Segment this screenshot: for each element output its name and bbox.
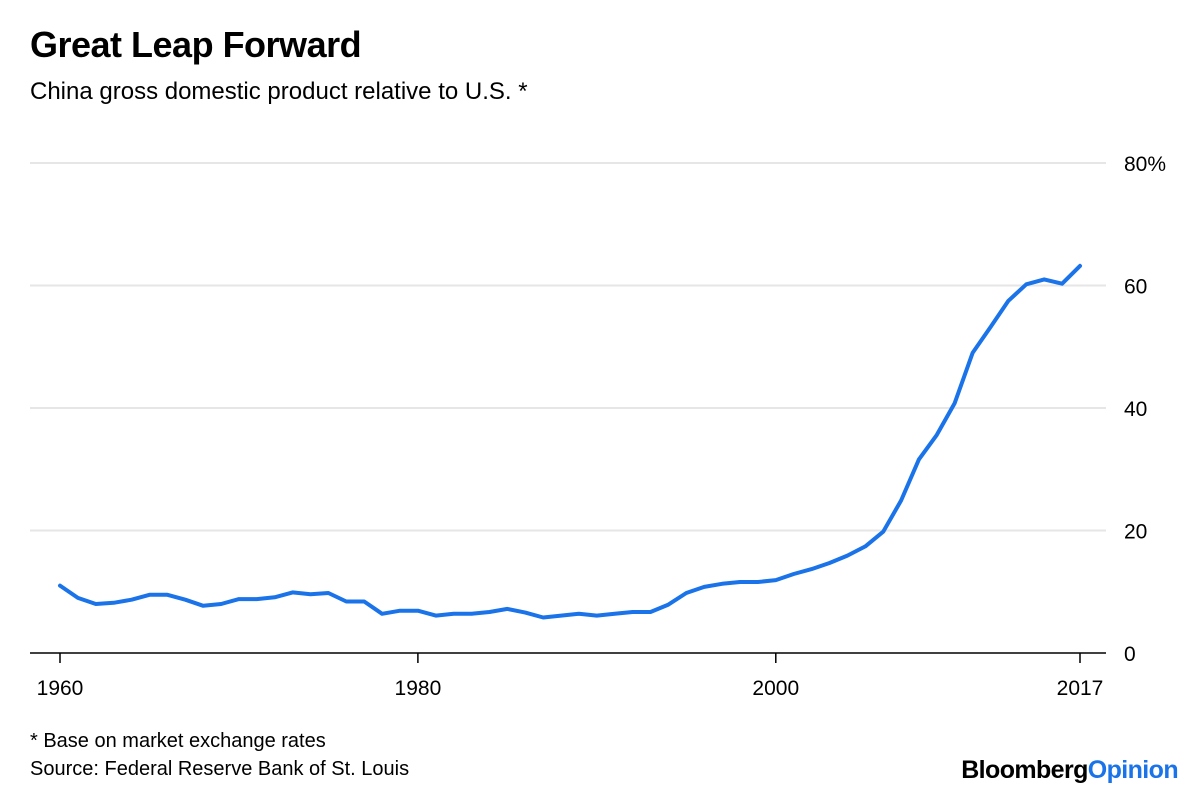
y-tick-label-60: 60 — [1124, 276, 1147, 299]
source-note: Source: Federal Reserve Bank of St. Loui… — [30, 758, 410, 780]
x-tick-label-2017: 2017 — [1057, 677, 1104, 700]
y-tick-label-0: 0 — [1124, 643, 1136, 666]
brand-logo-part2: Opinion — [1087, 756, 1179, 784]
brand-logo: BloombergOpinion — [961, 756, 1178, 785]
chart-subtitle: China gross domestic product relative to… — [30, 78, 528, 105]
series-line-0 — [58, 263, 1082, 620]
brand-logo-part1: Bloomberg — [961, 756, 1088, 784]
y-tick-label-40: 40 — [1124, 398, 1147, 421]
x-tick-label-2000: 2000 — [752, 677, 799, 700]
y-tick-label-20: 20 — [1124, 521, 1147, 544]
x-tick-label-1980: 1980 — [395, 677, 442, 700]
chart-title: Great Leap Forward — [30, 24, 362, 65]
x-tick-label-1960: 1960 — [37, 677, 84, 700]
footnote: * Base on market exchange rates — [30, 730, 326, 752]
y-tick-label-80: 80% — [1124, 153, 1166, 176]
